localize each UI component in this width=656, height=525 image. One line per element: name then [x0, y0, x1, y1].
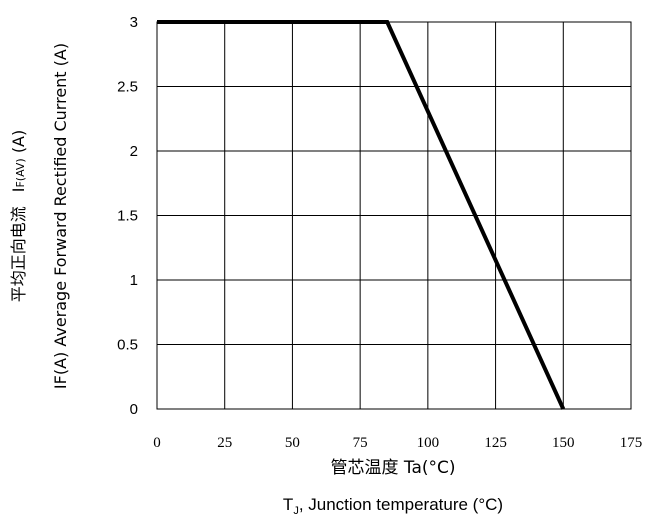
grid: [156, 21, 632, 410]
x-tick-label: 150: [552, 435, 575, 451]
y-axis-label-subscript: F(AV): [14, 158, 27, 187]
y-tick-label: 1.5: [117, 208, 138, 225]
plot-frame: [156, 21, 632, 410]
series-line: [157, 20, 566, 410]
y-axis-label-chinese-text: 平均正向电流: [9, 206, 28, 302]
y-axis-label-chinese: 平均正向电流 IF(AV) (A): [9, 130, 28, 303]
tick-labels: 0 25 50 75 100 125 150 175 0 0.5 1 1.5 2 2.5 3: [117, 14, 642, 451]
x-tick-label: 50: [285, 435, 300, 451]
y-axis-label-unit: (A): [9, 130, 28, 159]
x-axis-label-english-text: , Junction temperature (°C): [299, 495, 503, 514]
x-tick-label: 0: [153, 435, 161, 451]
y-tick-label: 3: [130, 14, 138, 31]
y-axis-label-symbol: I: [9, 188, 28, 193]
y-axis-label-english: IF(A) Average Forward Rectified Current …: [51, 43, 70, 389]
x-tick-label: 25: [217, 435, 232, 451]
x-axis-label-english-subscript: J: [293, 505, 299, 517]
x-tick-label: 125: [484, 435, 507, 451]
y-tick-label: 0: [130, 401, 138, 418]
y-tick-label: 1: [130, 272, 138, 289]
x-tick-label: 75: [353, 435, 368, 451]
series: [157, 20, 566, 410]
y-tick-label: 2: [130, 143, 138, 160]
x-axis-label-english-symbol: T: [283, 495, 293, 514]
y-tick-label: 0.5: [117, 337, 138, 354]
x-axis-label: 管芯温度 Ta(°C): [330, 458, 455, 478]
x-tick-label: 175: [620, 435, 643, 451]
x-tick-label: 100: [417, 435, 440, 451]
x-axis-label-english: TJ, Junction temperature (°C): [283, 495, 503, 517]
y-tick-label: 2.5: [117, 79, 138, 96]
